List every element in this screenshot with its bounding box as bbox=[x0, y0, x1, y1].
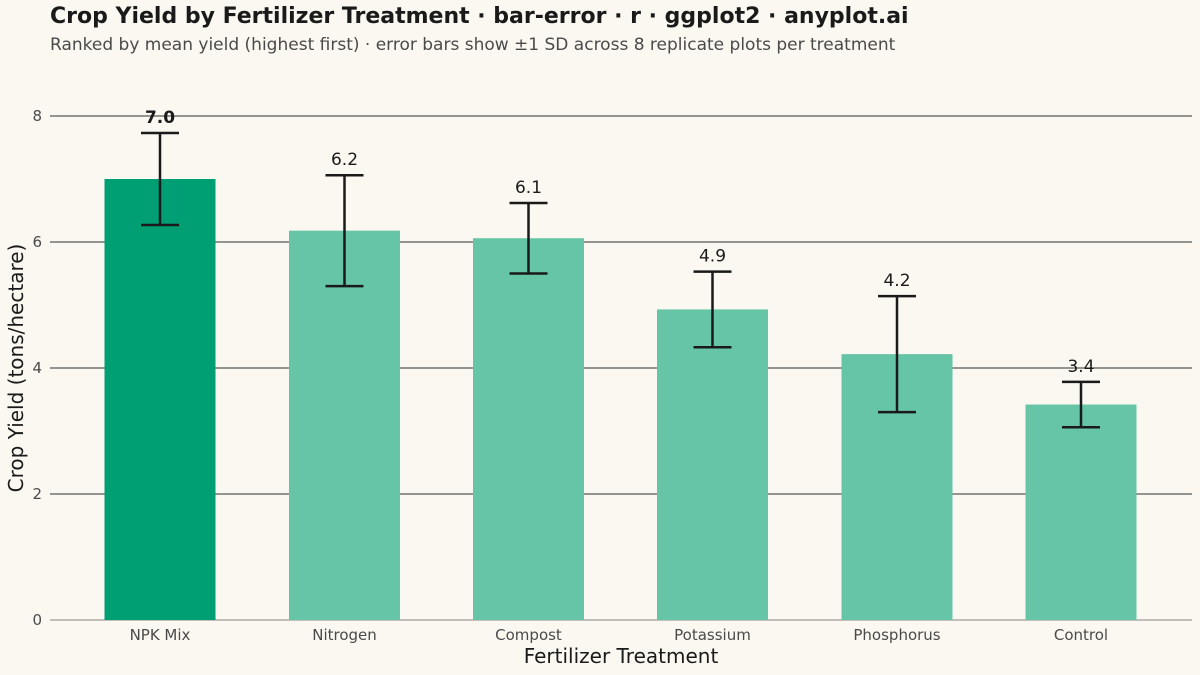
data-labels: 7.0 6.2 6.1 4.9 4.2 3.4 bbox=[145, 108, 1095, 377]
y-axis-title: Crop Yield (tons/hectare) bbox=[4, 244, 28, 493]
bar bbox=[473, 238, 584, 620]
x-tick-label: Phosphorus bbox=[853, 626, 940, 644]
chart-title: Crop Yield by Fertilizer Treatment · bar… bbox=[50, 4, 909, 29]
x-tick-label: Control bbox=[1054, 626, 1108, 644]
x-tick-label: NPK Mix bbox=[130, 626, 191, 644]
bar bbox=[289, 230, 400, 620]
data-label: 4.9 bbox=[699, 247, 726, 267]
x-axis-title: Fertilizer Treatment bbox=[524, 644, 719, 668]
x-tick-label: Compost bbox=[495, 626, 562, 644]
bar bbox=[104, 179, 216, 620]
error-bars bbox=[141, 131, 1100, 429]
bar bbox=[657, 309, 768, 620]
data-label: 6.2 bbox=[331, 150, 358, 170]
bar bbox=[1025, 404, 1137, 620]
data-label: 4.2 bbox=[883, 271, 910, 291]
chart-subtitle: Ranked by mean yield (highest first) · e… bbox=[50, 35, 896, 55]
y-tick-label: 4 bbox=[32, 359, 42, 377]
x-tick-label: Potassium bbox=[674, 626, 751, 644]
y-tick-label: 6 bbox=[32, 233, 42, 251]
data-label: 3.4 bbox=[1067, 357, 1094, 377]
data-label: 7.0 bbox=[145, 108, 175, 128]
data-label: 6.1 bbox=[515, 178, 542, 198]
bars bbox=[104, 179, 1137, 620]
y-tick-label: 2 bbox=[32, 485, 42, 503]
gridlines bbox=[50, 115, 1192, 621]
x-tick-label: Nitrogen bbox=[312, 626, 377, 644]
x-tick-labels: NPK Mix Nitrogen Compost Potassium Phosphoru… bbox=[130, 626, 1109, 644]
y-tick-label: 8 bbox=[32, 107, 42, 125]
y-tick-label: 0 bbox=[32, 611, 42, 629]
y-tick-labels: 0 2 4 6 8 bbox=[32, 107, 42, 629]
